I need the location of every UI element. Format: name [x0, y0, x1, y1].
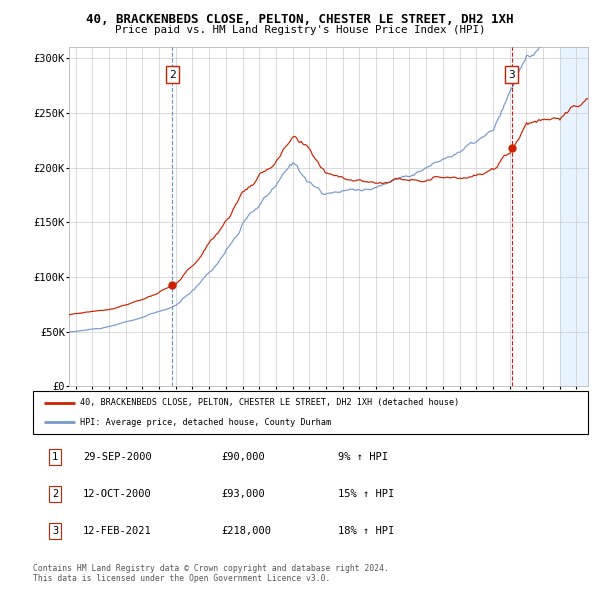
Text: 29-SEP-2000: 29-SEP-2000	[83, 453, 152, 463]
FancyBboxPatch shape	[33, 391, 588, 434]
Text: 2: 2	[52, 489, 58, 499]
Text: Price paid vs. HM Land Registry's House Price Index (HPI): Price paid vs. HM Land Registry's House …	[115, 25, 485, 35]
Text: 9% ↑ HPI: 9% ↑ HPI	[338, 453, 388, 463]
Text: Contains HM Land Registry data © Crown copyright and database right 2024.
This d: Contains HM Land Registry data © Crown c…	[33, 563, 389, 583]
Text: £218,000: £218,000	[222, 526, 272, 536]
Text: 12-FEB-2021: 12-FEB-2021	[83, 526, 152, 536]
Text: £90,000: £90,000	[222, 453, 265, 463]
Text: 12-OCT-2000: 12-OCT-2000	[83, 489, 152, 499]
Text: 40, BRACKENBEDS CLOSE, PELTON, CHESTER LE STREET, DH2 1XH (detached house): 40, BRACKENBEDS CLOSE, PELTON, CHESTER L…	[80, 398, 460, 407]
Text: 1: 1	[52, 453, 58, 463]
Text: 3: 3	[52, 526, 58, 536]
Bar	[560, 47, 600, 386]
Text: £93,000: £93,000	[222, 489, 265, 499]
Text: 18% ↑ HPI: 18% ↑ HPI	[338, 526, 395, 536]
Text: 40, BRACKENBEDS CLOSE, PELTON, CHESTER LE STREET, DH2 1XH: 40, BRACKENBEDS CLOSE, PELTON, CHESTER L…	[86, 13, 514, 26]
Text: 15% ↑ HPI: 15% ↑ HPI	[338, 489, 395, 499]
Text: 2: 2	[169, 70, 176, 80]
Text: HPI: Average price, detached house, County Durham: HPI: Average price, detached house, Coun…	[80, 418, 331, 427]
Text: 3: 3	[508, 70, 515, 80]
